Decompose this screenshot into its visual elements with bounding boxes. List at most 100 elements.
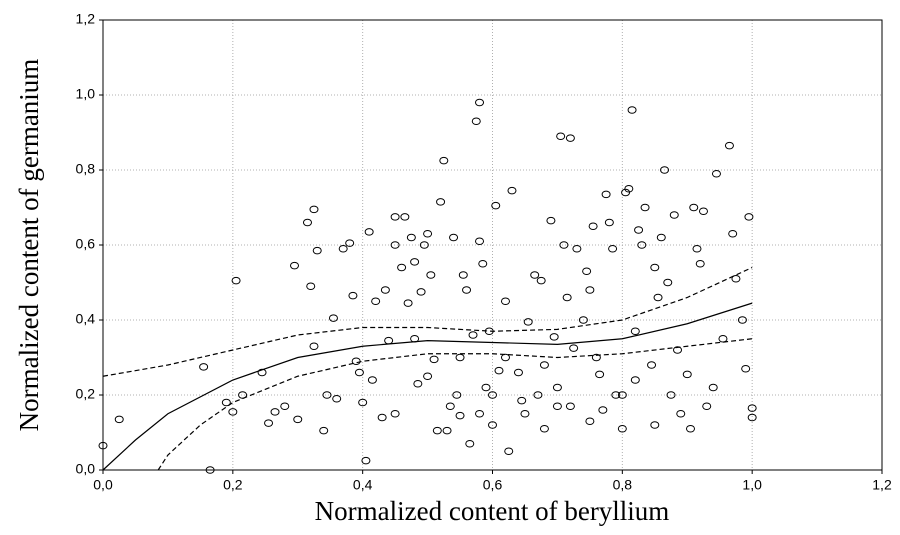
- point: [293, 415, 303, 424]
- point: [747, 404, 757, 412]
- point: [669, 211, 679, 219]
- point: [500, 297, 510, 306]
- point: [221, 398, 231, 407]
- point: [546, 216, 556, 225]
- point: [403, 299, 413, 307]
- y-tick-label: 0,2: [76, 386, 96, 402]
- point: [358, 398, 368, 407]
- point: [458, 271, 468, 279]
- point: [475, 98, 485, 107]
- point: [685, 424, 695, 433]
- point: [731, 274, 741, 283]
- point: [585, 417, 595, 426]
- point: [426, 271, 436, 279]
- point: [711, 169, 721, 178]
- point: [390, 409, 400, 418]
- point: [488, 421, 497, 429]
- point: [309, 205, 319, 214]
- point: [468, 331, 478, 339]
- point: [114, 415, 124, 424]
- point: [556, 132, 566, 141]
- point: [533, 391, 543, 399]
- x-tick-label: 1,0: [742, 477, 762, 493]
- point: [410, 258, 420, 266]
- point: [653, 293, 663, 302]
- point: [565, 402, 575, 411]
- point: [445, 402, 455, 411]
- point: [371, 297, 381, 306]
- plot-frame: [102, 19, 883, 471]
- point: [361, 456, 371, 465]
- point: [481, 383, 491, 392]
- point: [692, 244, 702, 253]
- point: [608, 244, 618, 253]
- point: [397, 263, 407, 272]
- point: [536, 276, 546, 285]
- point: [380, 286, 390, 294]
- point: [630, 327, 640, 336]
- point: [338, 244, 348, 253]
- point: [647, 361, 657, 369]
- point: [650, 263, 660, 272]
- x-axis-title: Normalized content of beryllium: [315, 496, 670, 526]
- point: [413, 379, 423, 388]
- point: [475, 409, 485, 418]
- point: [494, 366, 504, 375]
- point: [689, 203, 699, 212]
- point: [390, 213, 400, 221]
- point: [231, 276, 241, 285]
- point: [465, 439, 475, 448]
- point: [507, 186, 517, 195]
- point: [400, 213, 410, 221]
- point: [523, 318, 533, 326]
- point: [367, 376, 377, 384]
- point: [312, 246, 322, 255]
- point: [627, 106, 637, 114]
- x-tick-label: 0,0: [93, 477, 113, 493]
- point: [747, 413, 757, 422]
- point: [384, 336, 394, 345]
- point: [588, 222, 598, 231]
- point: [270, 408, 280, 416]
- point: [728, 229, 738, 238]
- point: [475, 237, 485, 246]
- point: [491, 201, 501, 210]
- point: [718, 334, 728, 343]
- x-tick-label: 0,2: [223, 477, 243, 493]
- y-tick-label: 1,0: [76, 86, 96, 102]
- point: [601, 190, 611, 199]
- point: [488, 391, 497, 399]
- point: [517, 396, 527, 405]
- x-tick-label: 1,2: [872, 477, 892, 493]
- y-tick-label: 1,2: [76, 11, 96, 27]
- point: [695, 259, 705, 268]
- point: [572, 244, 582, 253]
- point: [539, 424, 549, 433]
- point: [660, 166, 670, 174]
- point: [471, 117, 481, 126]
- point: [322, 391, 332, 399]
- point: [637, 241, 647, 249]
- point: [377, 413, 387, 422]
- point: [617, 424, 627, 433]
- point: [455, 353, 465, 362]
- point: [280, 402, 290, 411]
- x-tick-label: 0,8: [613, 477, 633, 493]
- point: [663, 278, 673, 287]
- point: [737, 316, 747, 324]
- point: [562, 293, 572, 302]
- point: [585, 286, 595, 294]
- point: [682, 370, 692, 379]
- point: [520, 409, 530, 418]
- point: [552, 383, 562, 392]
- point: [504, 447, 514, 456]
- x-tick-label: 0,4: [353, 477, 373, 493]
- point: [513, 368, 523, 377]
- point: [634, 226, 644, 234]
- point: [702, 402, 712, 411]
- y-tick-label: 0,4: [76, 311, 96, 327]
- point: [199, 363, 209, 371]
- point: [419, 241, 429, 249]
- point: [264, 419, 274, 427]
- point: [604, 218, 614, 227]
